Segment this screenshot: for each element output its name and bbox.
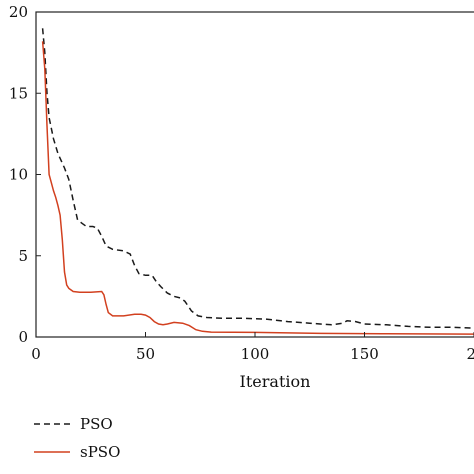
x-tick-label: 0	[31, 345, 41, 363]
series-line-spso	[41, 41, 474, 335]
legend-label-spso: sPSO	[80, 443, 120, 461]
series-line-pso	[41, 28, 474, 329]
plot-frame	[35, 11, 474, 338]
legend-label-pso: PSO	[80, 415, 113, 433]
x-axis-title: Iteration	[240, 372, 311, 391]
x-tick-label: 50	[136, 345, 155, 363]
x-tick-label: 100	[241, 345, 270, 363]
y-axis-ticks: 0 5 10 15 20	[9, 3, 41, 346]
y-tick-label: 10	[9, 166, 28, 184]
series-layer	[41, 28, 474, 335]
x-tick-label: 150	[350, 345, 379, 363]
y-tick-label: 5	[18, 247, 28, 265]
y-tick-label: 15	[9, 84, 28, 102]
x-tick-label: 2	[466, 345, 474, 363]
legend: PSO sPSO	[34, 415, 120, 461]
plot-area	[35, 11, 474, 338]
y-tick-label: 0	[18, 328, 28, 346]
y-tick-label: 20	[9, 3, 28, 21]
x-axis-ticks: 0 50 100 150 2	[31, 332, 474, 363]
